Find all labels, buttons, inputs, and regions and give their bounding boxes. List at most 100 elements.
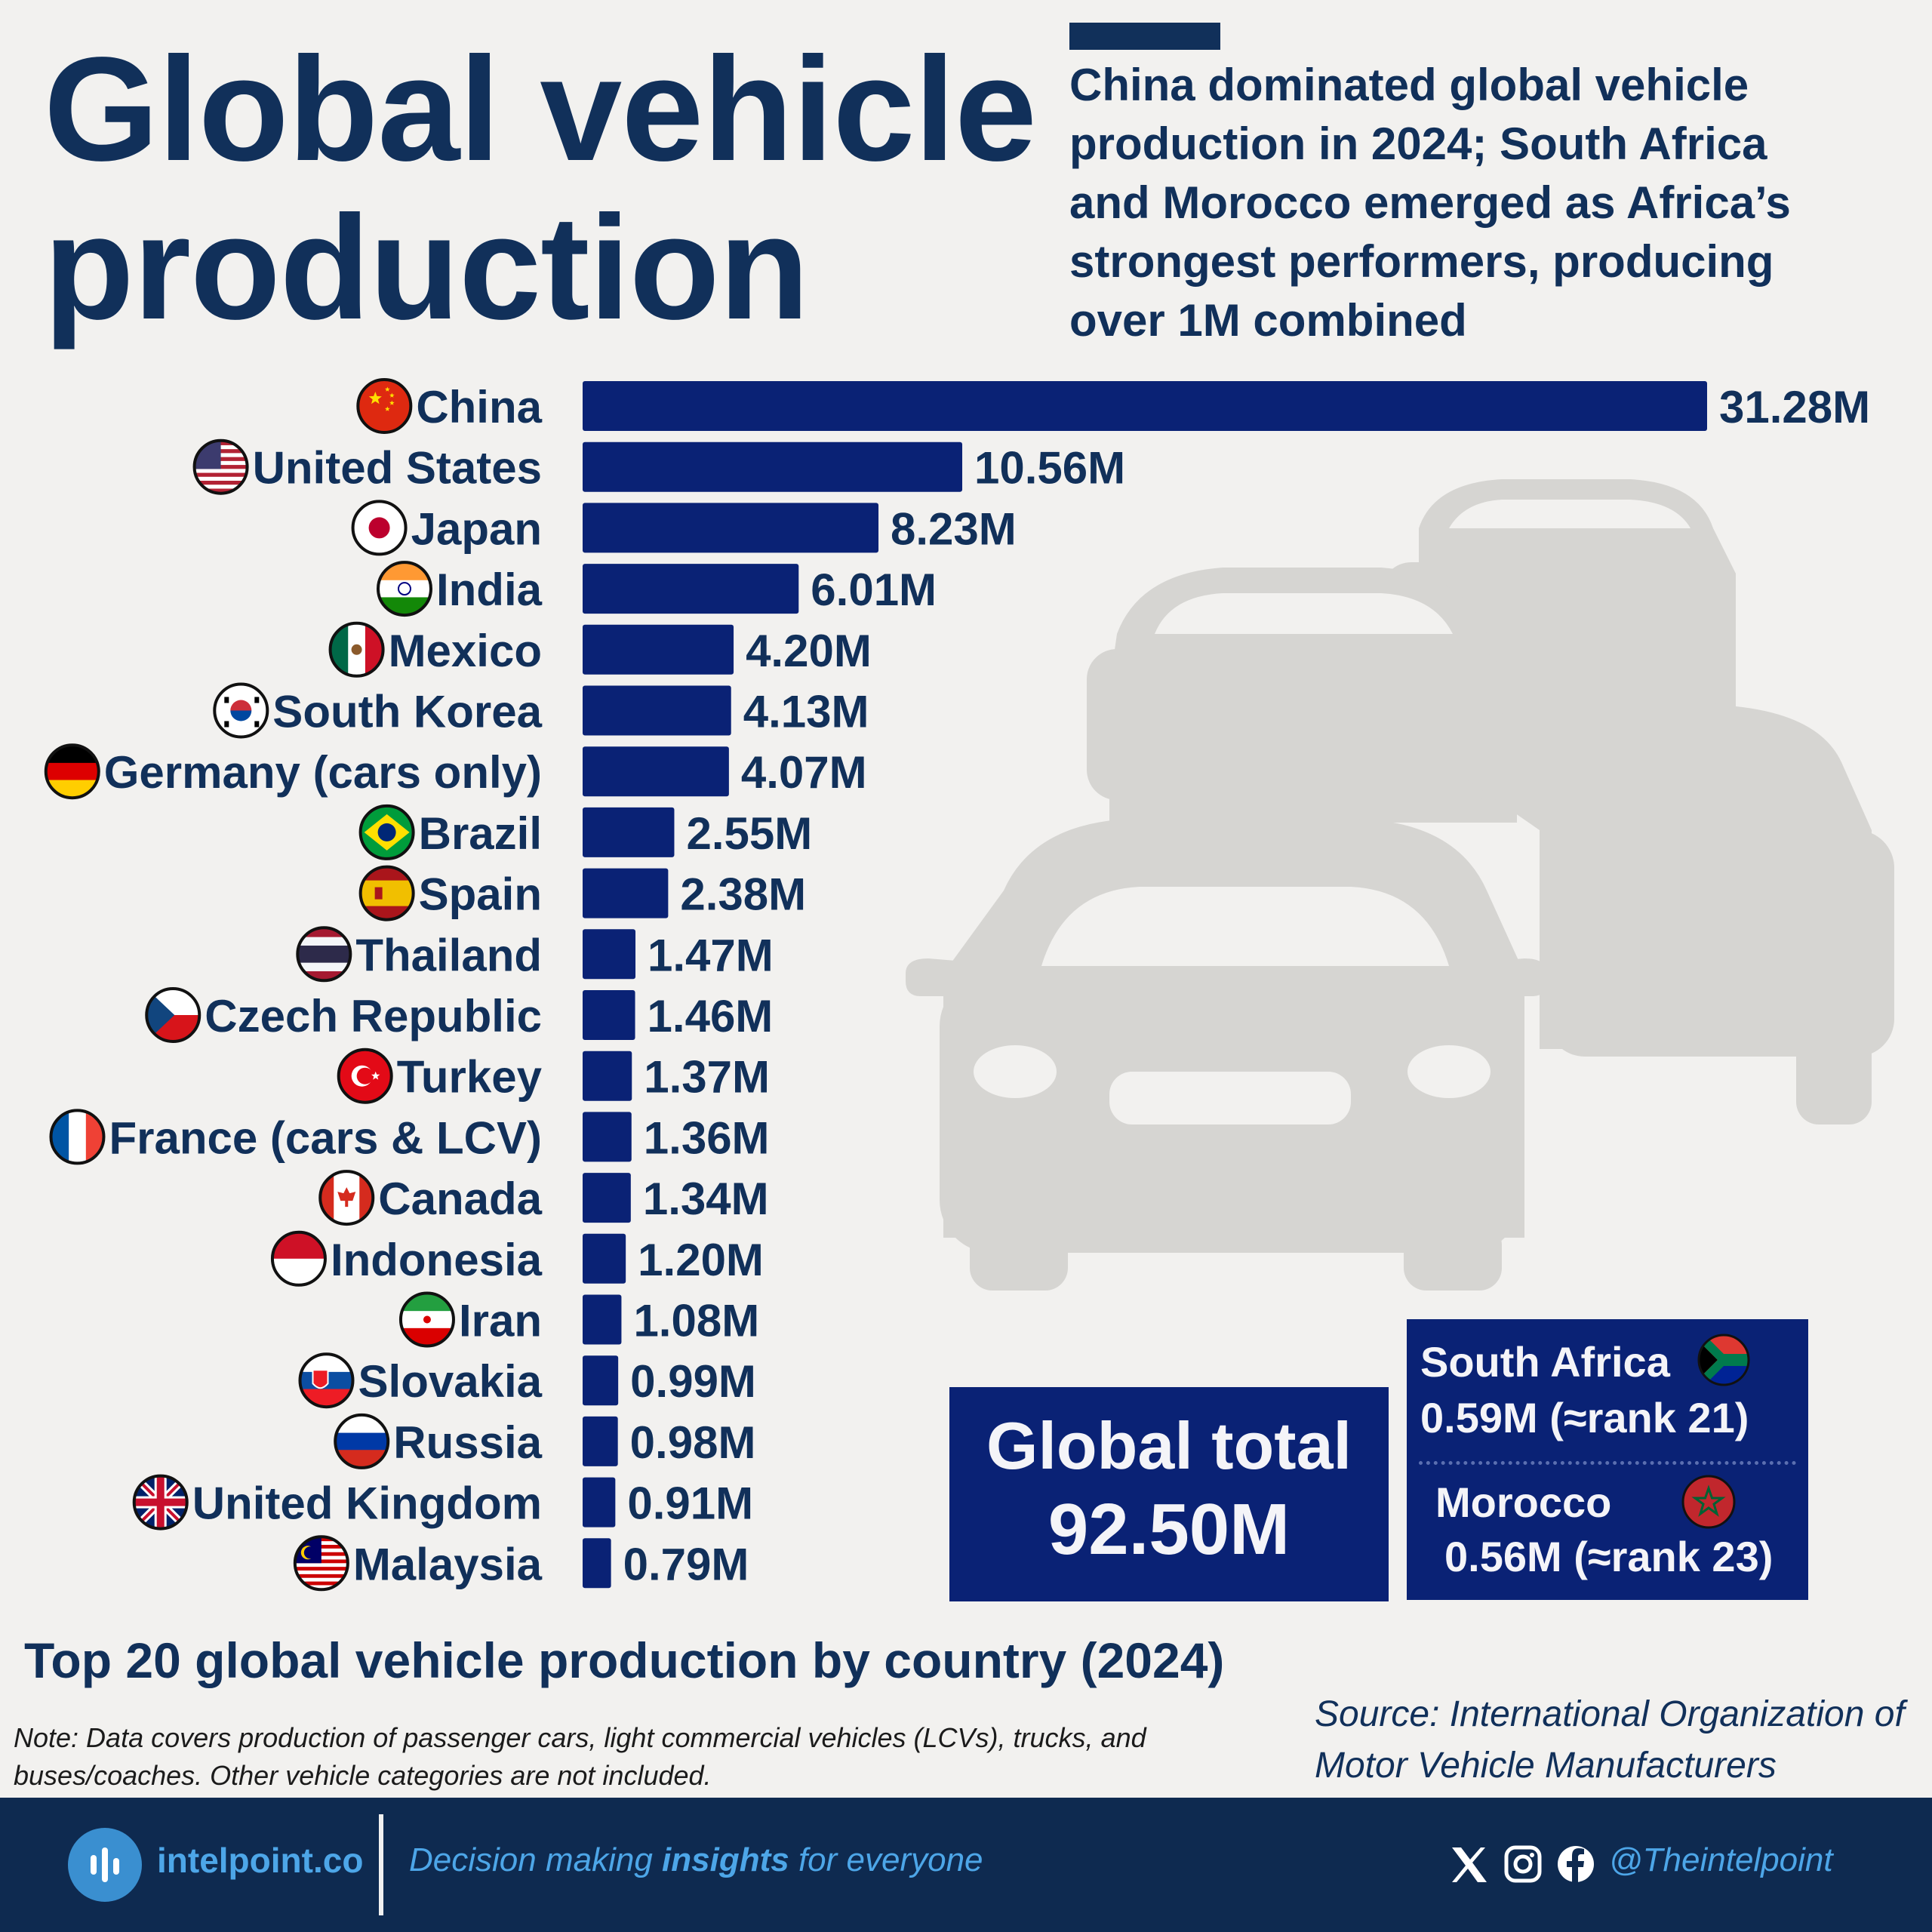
bar (583, 1233, 626, 1284)
bar (583, 1051, 632, 1101)
russia-flag-icon (334, 1413, 390, 1469)
footer: intelpoint.co Decision making insights f… (0, 1798, 1932, 1932)
bar (583, 503, 879, 553)
malaysia-flag-icon (293, 1535, 349, 1592)
bar-value-label: 1.36M (644, 1112, 770, 1163)
tagline: Decision making insights for everyone (409, 1841, 983, 1879)
south-africa-flag-icon (1697, 1334, 1750, 1386)
united-kingdom-flag-icon (132, 1474, 189, 1531)
country-label: France (cars & LCV) (109, 1112, 542, 1163)
country-label: Turkey (397, 1052, 543, 1103)
country-label: Iran (459, 1296, 542, 1346)
bar (583, 868, 669, 918)
mexico-flag-icon (328, 621, 385, 678)
global-total-value: 92.50M (1048, 1489, 1291, 1570)
south-africa-detail: 0.59M (≈rank 21) (1420, 1394, 1749, 1441)
bar (583, 1173, 631, 1223)
country-label: Japan (411, 503, 542, 554)
united-states-flag-icon (192, 438, 249, 495)
bar (583, 564, 799, 614)
subtitle-line: production in 2024; South Africa (1069, 118, 1767, 169)
bar-value-label: 4.20M (746, 626, 872, 676)
south-korea-flag-icon (213, 682, 269, 739)
bar-value-label: 1.46M (648, 991, 774, 1041)
indonesia-flag-icon (270, 1230, 327, 1287)
bar (583, 624, 734, 675)
bar (583, 746, 729, 797)
bar-value-label: 1.08M (633, 1296, 759, 1346)
bar (583, 441, 963, 492)
bar (583, 1477, 616, 1527)
global-total-label: Global total (986, 1408, 1352, 1483)
bar-value-label: 0.99M (630, 1356, 756, 1407)
india-flag-icon (376, 561, 432, 617)
country-label: Canada (378, 1174, 542, 1224)
morocco-flag-icon (1681, 1475, 1736, 1529)
bar-value-label: 6.01M (811, 565, 937, 615)
country-label: Germany (cars only) (104, 747, 542, 798)
china-flag-icon (356, 378, 413, 434)
title-line-1: Global vehicle (44, 26, 1037, 192)
bar-value-label: 0.79M (623, 1539, 749, 1589)
thailand-flag-icon (296, 926, 352, 983)
bar (583, 685, 731, 736)
intelpoint-logo-icon[interactable] (68, 1828, 142, 1902)
tagline-bold: insights (662, 1841, 789, 1878)
data-note: Note: Data covers production of passenge… (14, 1722, 1146, 1791)
x-icon[interactable] (1446, 1834, 1491, 1894)
bar-value-label: 2.38M (680, 869, 806, 920)
south-africa-name: South Africa (1420, 1338, 1670, 1386)
brazil-flag-icon (358, 804, 415, 860)
footer-divider (379, 1814, 383, 1915)
bar-value-label: 0.98M (630, 1417, 756, 1468)
country-label: China (416, 382, 542, 432)
subtitle-line: China dominated global vehicle (1069, 60, 1749, 110)
bar-value-label: 0.91M (627, 1478, 753, 1529)
africa-panel: South Africa 0.59M (≈rank 21) Morocco 0.… (1407, 1319, 1808, 1600)
bar-value-label: 10.56M (974, 443, 1125, 494)
tagline-pre: Decision making (409, 1841, 663, 1878)
bar (583, 1355, 619, 1406)
bar (583, 1112, 632, 1162)
subtitle-line: over 1M combined (1069, 295, 1467, 346)
bar (583, 929, 636, 980)
title-line-2: production (44, 185, 809, 350)
france-flag-icon (49, 1109, 106, 1165)
bar (583, 807, 675, 857)
slovakia-flag-icon (298, 1352, 355, 1409)
country-label: Czech Republic (205, 991, 542, 1041)
country-label: United States (253, 443, 542, 494)
tagline-post: for everyone (789, 1841, 983, 1878)
spain-flag-icon (358, 865, 415, 921)
subtitle-line: and Morocco emerged as Africa’s (1069, 177, 1791, 228)
japan-flag-icon (351, 500, 408, 556)
panel-divider (1419, 1461, 1796, 1465)
global-total-panel: Global total 92.50M (949, 1387, 1389, 1601)
bar-value-label: 31.28M (1719, 382, 1870, 432)
germany-flag-icon (44, 743, 100, 800)
page-title: Global vehicle production (44, 26, 1037, 350)
facebook-icon[interactable] (1553, 1834, 1598, 1894)
bar-value-label: 4.07M (741, 747, 867, 798)
brand-link[interactable]: intelpoint.co (157, 1841, 364, 1880)
country-label: United Kingdom (192, 1478, 542, 1529)
country-label: Malaysia (353, 1539, 543, 1589)
bar (583, 1294, 622, 1345)
turkey-flag-icon (337, 1048, 393, 1104)
social-handle[interactable]: @Theintelpoint (1609, 1841, 1833, 1878)
chart-caption: Top 20 global vehicle production by coun… (24, 1632, 1225, 1688)
country-label: Spain (419, 869, 542, 920)
country-label: Slovakia (358, 1356, 543, 1407)
bar-value-label: 1.20M (638, 1235, 764, 1285)
instagram-icon[interactable] (1500, 1834, 1546, 1894)
subtitle-line: strongest performers, producing (1069, 236, 1774, 287)
bar-value-label: 1.47M (648, 930, 774, 980)
czech-republic-flag-icon (145, 987, 202, 1043)
accent-bar (1069, 23, 1220, 50)
country-label: Indonesia (331, 1235, 543, 1285)
country-label: Mexico (389, 626, 542, 676)
bar-value-label: 2.55M (686, 808, 812, 859)
bar (583, 1538, 611, 1589)
